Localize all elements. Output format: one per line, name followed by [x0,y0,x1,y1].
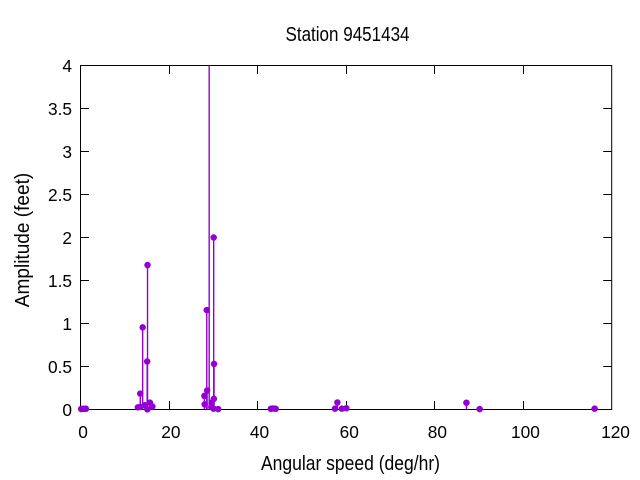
svg-text:80: 80 [428,422,447,442]
svg-text:3: 3 [62,142,72,162]
svg-text:Station 9451434: Station 9451434 [286,23,410,46]
svg-text:0: 0 [62,400,72,420]
svg-text:1: 1 [62,314,72,334]
svg-text:20: 20 [161,422,180,442]
svg-text:0.5: 0.5 [48,357,72,377]
svg-text:2: 2 [62,228,72,248]
svg-text:Angular speed (deg/hr): Angular speed (deg/hr) [261,452,440,475]
svg-text:100: 100 [511,422,540,442]
svg-text:120: 120 [601,422,630,442]
svg-text:40: 40 [250,422,269,442]
svg-text:2.5: 2.5 [48,185,72,205]
svg-text:Amplitude (feet): Amplitude (feet) [11,173,34,307]
svg-text:0: 0 [78,422,88,442]
svg-text:4: 4 [62,56,72,76]
svg-text:60: 60 [340,422,359,442]
svg-text:3.5: 3.5 [48,99,72,119]
svg-text:1.5: 1.5 [48,271,72,291]
